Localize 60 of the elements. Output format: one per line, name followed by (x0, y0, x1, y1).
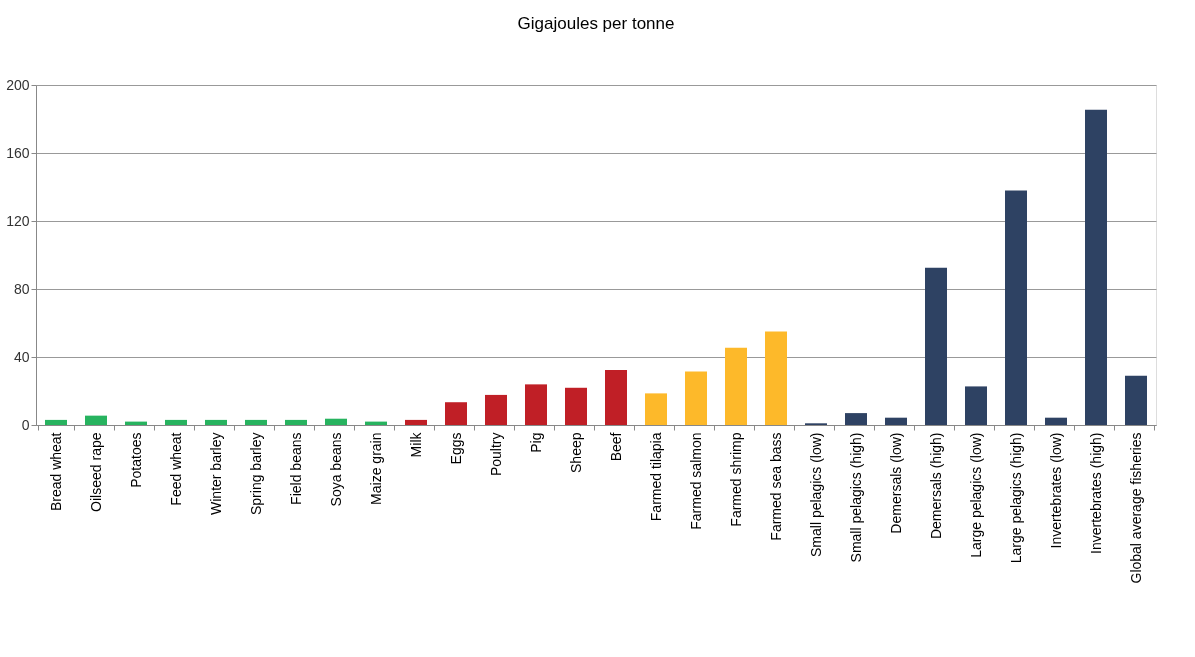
bar (1085, 109, 1107, 425)
x-tick-label: Pig (527, 432, 544, 453)
bar (1045, 417, 1067, 425)
bar (765, 331, 787, 425)
bar (205, 419, 227, 425)
x-tick-label: Farmed salmon (687, 432, 704, 530)
bar (285, 419, 307, 425)
x-tick-label: Poultry (487, 432, 504, 477)
bar (1125, 375, 1147, 425)
bar (965, 386, 987, 425)
x-tick-label: Maize grain (367, 432, 384, 505)
x-tick-label: Large pelagics (low) (967, 432, 984, 558)
bar (445, 402, 467, 425)
y-tick-label: 0 (21, 416, 30, 433)
bar (245, 419, 267, 425)
y-tick-label: 80 (13, 280, 30, 297)
y-tick-label: 120 (6, 212, 30, 229)
x-tick-label: Invertebrates (low) (1047, 432, 1064, 549)
x-tick-label: Winter barley (207, 432, 224, 515)
x-tick-label: Farmed sea bass (767, 432, 784, 541)
x-tick-label: Sheep (567, 432, 584, 473)
x-tick-label: Small pelagics (low) (807, 432, 824, 557)
bar (885, 417, 907, 425)
bar (165, 419, 187, 425)
y-tick-label: 200 (6, 76, 30, 93)
x-tick-label: Farmed shrimp (727, 432, 744, 527)
x-tick-label: Demersals (high) (927, 432, 944, 540)
bar (1005, 190, 1027, 425)
x-tick-label: Milk (407, 431, 424, 458)
x-tick-label: Field beans (287, 432, 304, 505)
x-tick-label: Farmed tilapia (647, 432, 664, 522)
x-tick-label: Demersals (low) (887, 432, 904, 534)
bar (845, 413, 867, 425)
y-tick-label: 40 (13, 348, 30, 365)
bar (485, 394, 507, 425)
x-tick-label: Bread wheat (47, 432, 64, 512)
bar (605, 369, 627, 425)
bar (685, 371, 707, 425)
x-tick-label: Oilseed rape (87, 432, 104, 512)
bar (645, 393, 667, 425)
bar (565, 387, 587, 425)
x-tick-label: Large pelagics (high) (1007, 432, 1024, 564)
x-tick-label: Global average fisheries (1127, 432, 1144, 584)
x-tick-label: Spring barley (247, 432, 264, 515)
bar (85, 415, 107, 425)
x-tick-label: Soya beans (327, 432, 344, 507)
x-tick-label: Potatoes (127, 432, 144, 488)
bar (405, 419, 427, 425)
x-tick-label: Invertebrates (high) (1087, 432, 1104, 554)
chart-title: Gigajoules per tonne (517, 14, 675, 33)
bar (45, 419, 67, 425)
x-tick-label: Small pelagics (high) (847, 432, 864, 563)
x-tick-label: Feed wheat (167, 432, 184, 506)
bar (525, 384, 547, 425)
y-tick-label: 160 (6, 144, 30, 161)
x-tick-label: Eggs (447, 432, 464, 465)
bar (325, 418, 347, 425)
bar (725, 347, 747, 425)
x-tick-label: Beef (607, 432, 624, 462)
bar (925, 267, 947, 425)
